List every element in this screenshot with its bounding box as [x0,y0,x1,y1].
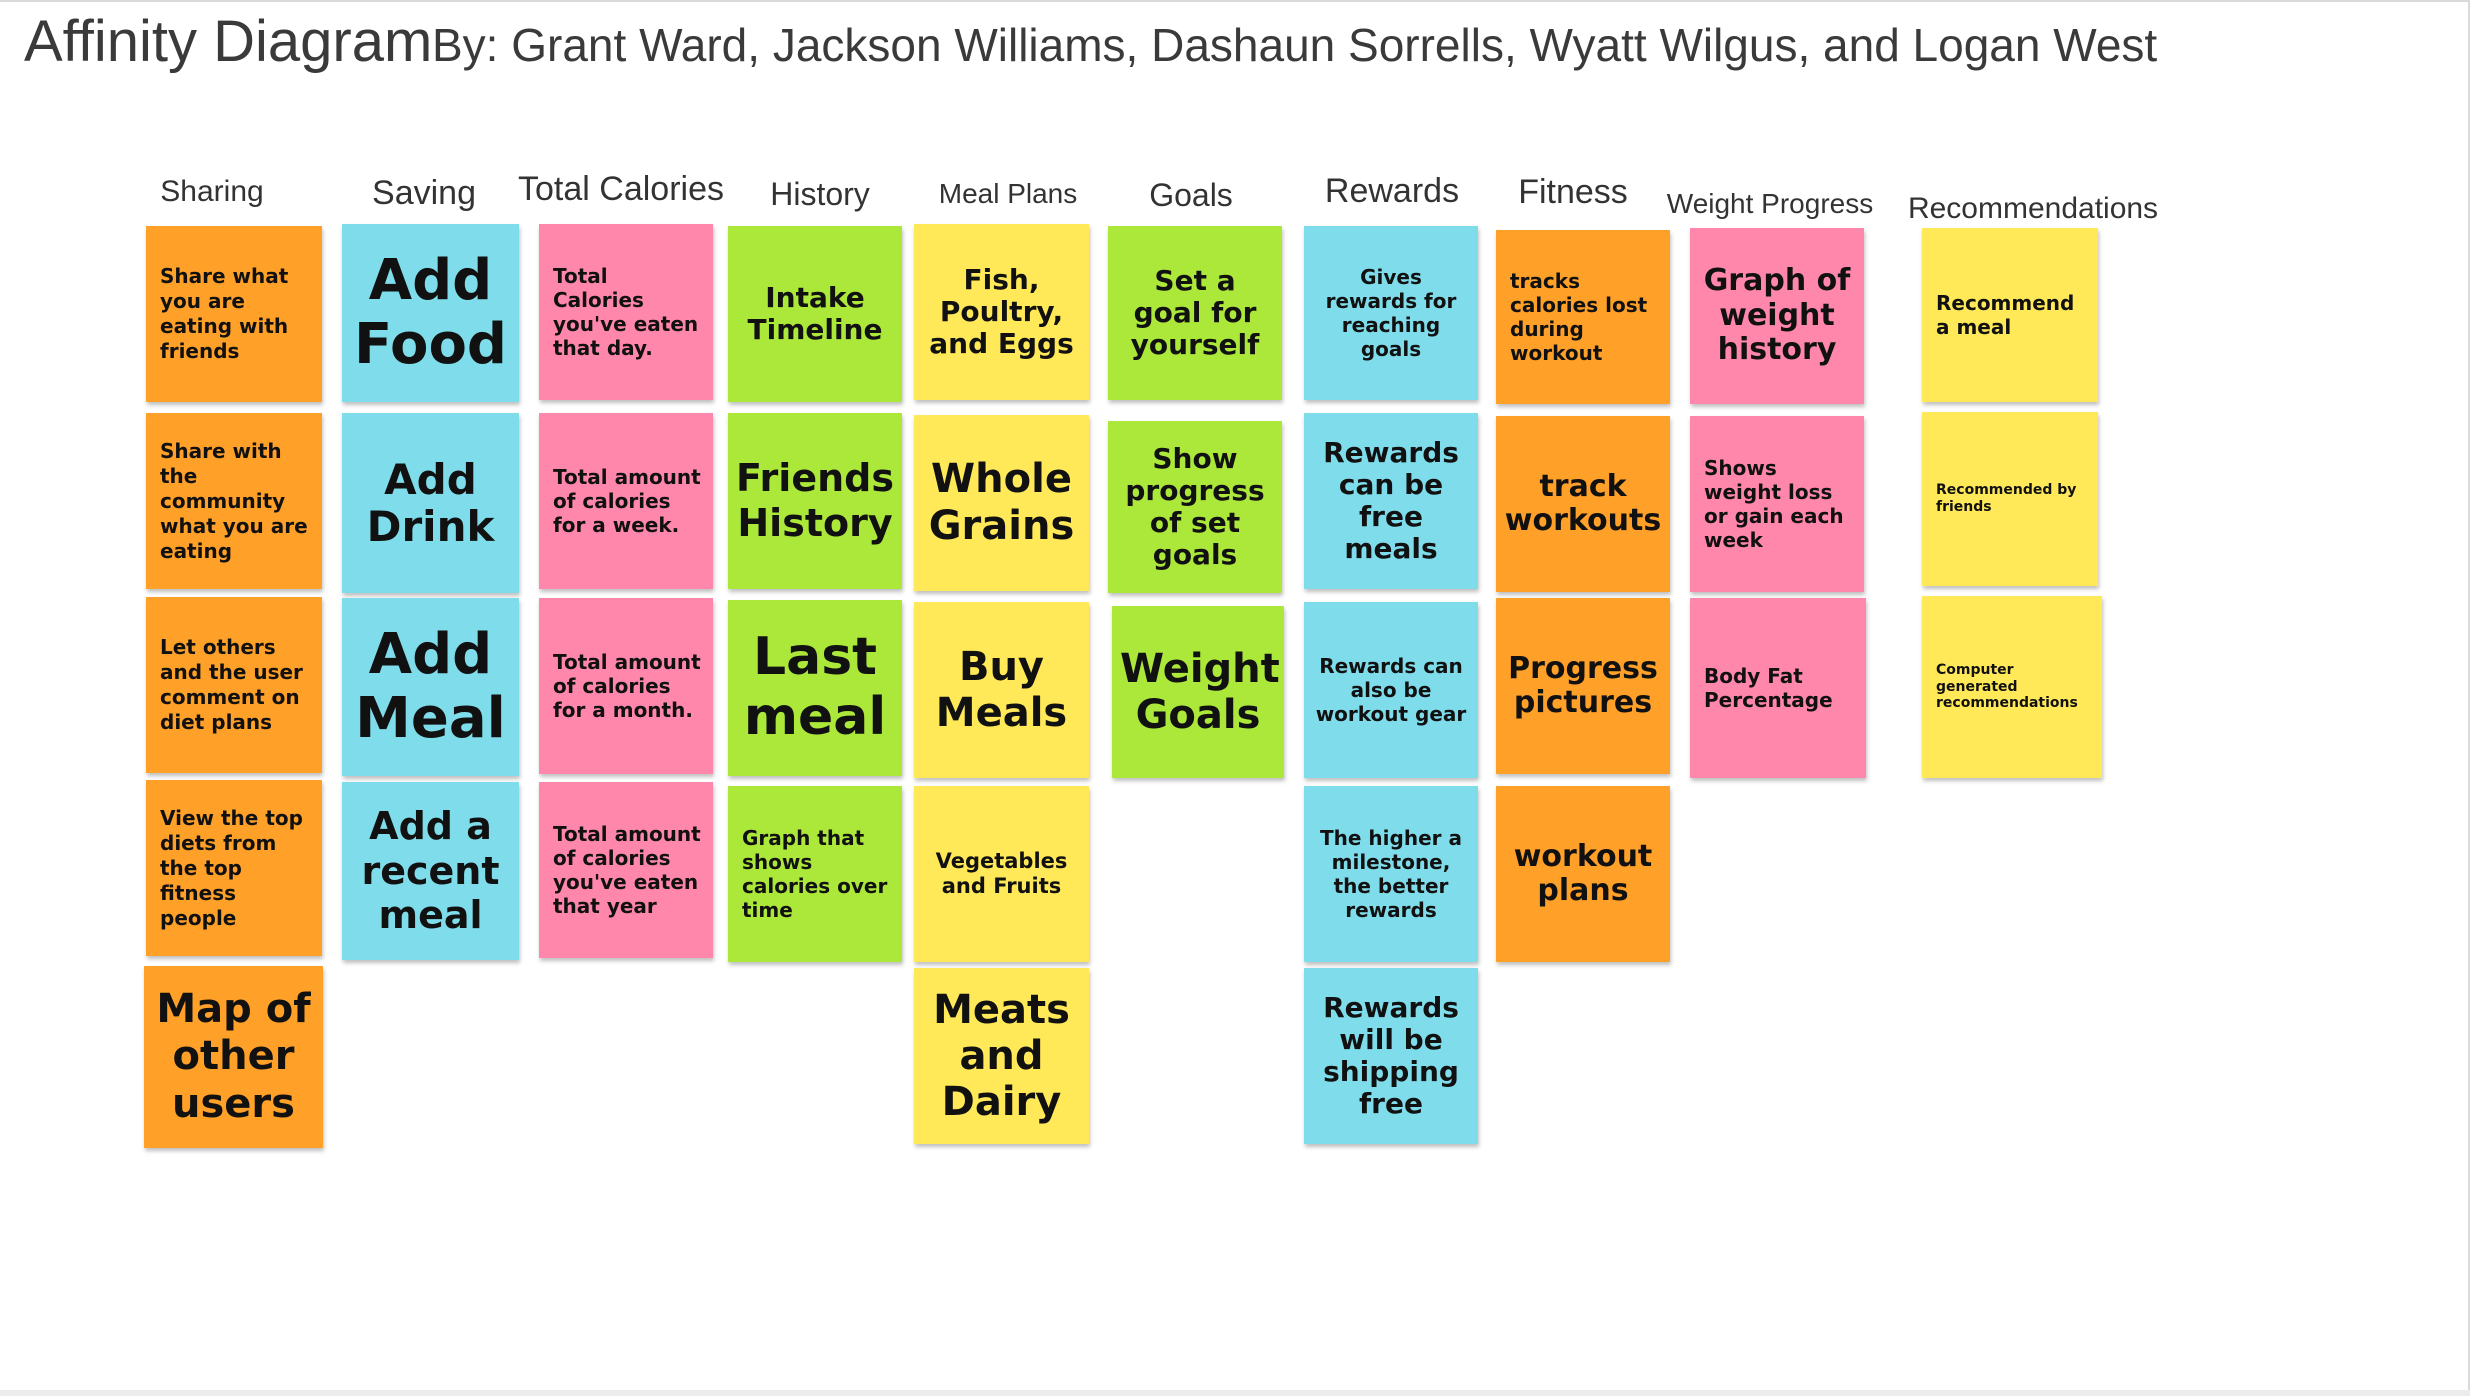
sticky-note-rewards-5[interactable]: Rewards will be shipping free [1304,968,1478,1144]
sticky-note-goals-1[interactable]: Set a goal for yourself [1108,226,1282,400]
sticky-note-text: Whole Grains [928,455,1075,549]
sticky-note-fitness-4[interactable]: workout plans [1496,786,1670,962]
column-label-history: History [770,176,870,212]
column-label-sharing: Sharing [160,175,264,208]
sticky-note-text: Share with the community what you are ea… [160,438,308,563]
sticky-note-text: Gives rewards for reaching goals [1325,265,1457,361]
sticky-note-fitness-2[interactable]: track workouts [1496,416,1670,592]
sticky-note-rewards-3[interactable]: Rewards can also be workout gear [1304,602,1478,778]
column-label-saving: Saving [372,174,476,212]
sticky-note-text: Add Drink [366,454,495,551]
sticky-note-text: Progress pictures [1508,650,1658,720]
right-border [2468,0,2470,1396]
column-label-weight-progress: Weight Progress [1666,188,1874,219]
sticky-note-text: Total amount of calories you've eaten th… [553,822,701,918]
sticky-note-saving-2[interactable]: Add Drink [342,413,519,593]
sticky-note-text: Intake Timeline [747,280,883,346]
sticky-note-history-2[interactable]: Friends History [728,413,902,589]
sticky-note-weight-progress-2[interactable]: Shows weight loss or gain each week [1690,416,1864,592]
sticky-note-text: Add Food [353,247,507,377]
sticky-note-text: track workouts [1504,468,1662,538]
sticky-note-text: Let others and the user comment on diet … [160,635,303,734]
sticky-note-text: Weight Goals [1120,646,1280,738]
page-title: Affinity Diagram [24,9,433,74]
sticky-note-sharing-3[interactable]: Let others and the user comment on diet … [146,597,322,773]
sticky-note-recommendations-3[interactable]: Computer generated recommendations [1922,596,2102,778]
sticky-note-meal-plans-4[interactable]: Vegetables and Fruits [914,786,1089,962]
sticky-note-goals-3[interactable]: Weight Goals [1112,606,1284,778]
sticky-note-saving-1[interactable]: Add Food [342,224,519,402]
sticky-note-meal-plans-5[interactable]: Meats and Dairy [914,968,1089,1144]
sticky-note-rewards-1[interactable]: Gives rewards for reaching goals [1304,226,1478,400]
sticky-note-sharing-1[interactable]: Share what you are eating with friends [146,226,322,402]
sticky-note-sharing-4[interactable]: View the top diets from the top fitness … [146,780,322,956]
sticky-note-goals-2[interactable]: Show progress of set goals [1108,421,1282,593]
sticky-note-rewards-2[interactable]: Rewards can be free meals [1304,413,1478,589]
sticky-note-fitness-1[interactable]: tracks calories lost during workout [1496,230,1670,404]
sticky-note-text: Share what you are eating with friends [160,264,289,363]
sticky-note-meal-plans-3[interactable]: Buy Meals [914,602,1089,778]
sticky-note-text: Recommend a meal [1936,291,2075,339]
sticky-note-text: Map of other users [156,986,311,1127]
sticky-note-text: Total amount of calories for a week. [553,465,701,537]
sticky-note-text: Show progress of set goals [1125,441,1265,572]
sticky-note-rewards-4[interactable]: The higher a milestone, the better rewar… [1304,786,1478,962]
sticky-note-total-calories-2[interactable]: Total amount of calories for a week. [539,413,713,589]
sticky-note-text: Set a goal for yourself [1130,263,1260,362]
sticky-note-text: Total amount of calories for a month. [553,650,701,722]
column-label-rewards: Rewards [1324,172,1460,210]
sticky-note-text: Fish, Poultry, and Eggs [929,262,1074,361]
sticky-note-history-4[interactable]: Graph that shows calories over time [728,786,902,962]
column-label-total-calories: Total Calories [518,170,724,208]
sticky-note-total-calories-1[interactable]: Total Calories you've eaten that day. [539,224,713,400]
bottom-border [0,1390,2470,1396]
column-label-fitness: Fitness [1518,173,1628,211]
sticky-note-text: Graph that shows calories over time [742,826,888,922]
sticky-note-recommendations-1[interactable]: Recommend a meal [1922,228,2098,402]
sticky-note-text: Last meal [743,627,887,747]
authors-subtitle: By: Grant Ward, Jackson Williams, Dashau… [432,19,2158,71]
sticky-note-recommendations-2[interactable]: Recommended by friends [1922,412,2098,586]
sticky-note-text: Meats and Dairy [933,987,1070,1125]
sticky-note-text: Rewards will be shipping free [1323,990,1459,1121]
sticky-note-text: Recommended by friends [1936,482,2077,515]
sticky-note-text: Friends History [736,456,894,545]
sticky-note-total-calories-4[interactable]: Total amount of calories you've eaten th… [539,782,713,958]
sticky-note-text: Total Calories you've eaten that day. [553,264,699,360]
sticky-note-text: Body Fat Percentage [1704,664,1833,712]
sticky-note-text: Add a recent meal [361,803,500,938]
sticky-note-meal-plans-2[interactable]: Whole Grains [914,415,1089,591]
sticky-note-saving-3[interactable]: Add Meal [342,598,519,776]
sticky-note-text: Buy Meals [935,644,1068,736]
sticky-note-history-3[interactable]: Last meal [728,600,902,776]
sticky-note-text: Graph of weight history [1703,263,1851,368]
top-border [0,0,2470,2]
sticky-note-weight-progress-3[interactable]: Body Fat Percentage [1690,598,1866,778]
sticky-note-sharing-5[interactable]: Map of other users [144,966,323,1148]
sticky-note-fitness-3[interactable]: Progress pictures [1496,598,1670,774]
column-label-recommendations: Recommendations [1907,192,2159,225]
sticky-note-text: Vegetables and Fruits [935,848,1068,898]
column-label-goals: Goals [1149,177,1233,213]
sticky-note-weight-progress-1[interactable]: Graph of weight history [1690,228,1864,404]
sticky-note-sharing-2[interactable]: Share with the community what you are ea… [146,413,322,589]
sticky-note-text: Add Meal [355,621,506,751]
sticky-note-text: workout plans [1513,838,1653,908]
sticky-note-saving-4[interactable]: Add a recent meal [342,782,519,960]
sticky-note-history-1[interactable]: Intake Timeline [728,226,902,402]
sticky-note-text: Rewards can be free meals [1323,435,1459,566]
sticky-note-text: tracks calories lost during workout [1510,269,1648,365]
sticky-note-text: Rewards can also be workout gear [1315,654,1467,726]
sticky-note-text: Shows weight loss or gain each week [1704,456,1844,552]
sticky-note-text: View the top diets from the top fitness … [160,805,303,930]
sticky-note-text: The higher a milestone, the better rewar… [1320,826,1462,922]
sticky-note-meal-plans-1[interactable]: Fish, Poultry, and Eggs [914,224,1089,400]
sticky-note-total-calories-3[interactable]: Total amount of calories for a month. [539,598,713,774]
sticky-note-text: Computer generated recommendations [1936,661,2078,712]
column-label-meal-plans: Meal Plans [938,178,1078,209]
